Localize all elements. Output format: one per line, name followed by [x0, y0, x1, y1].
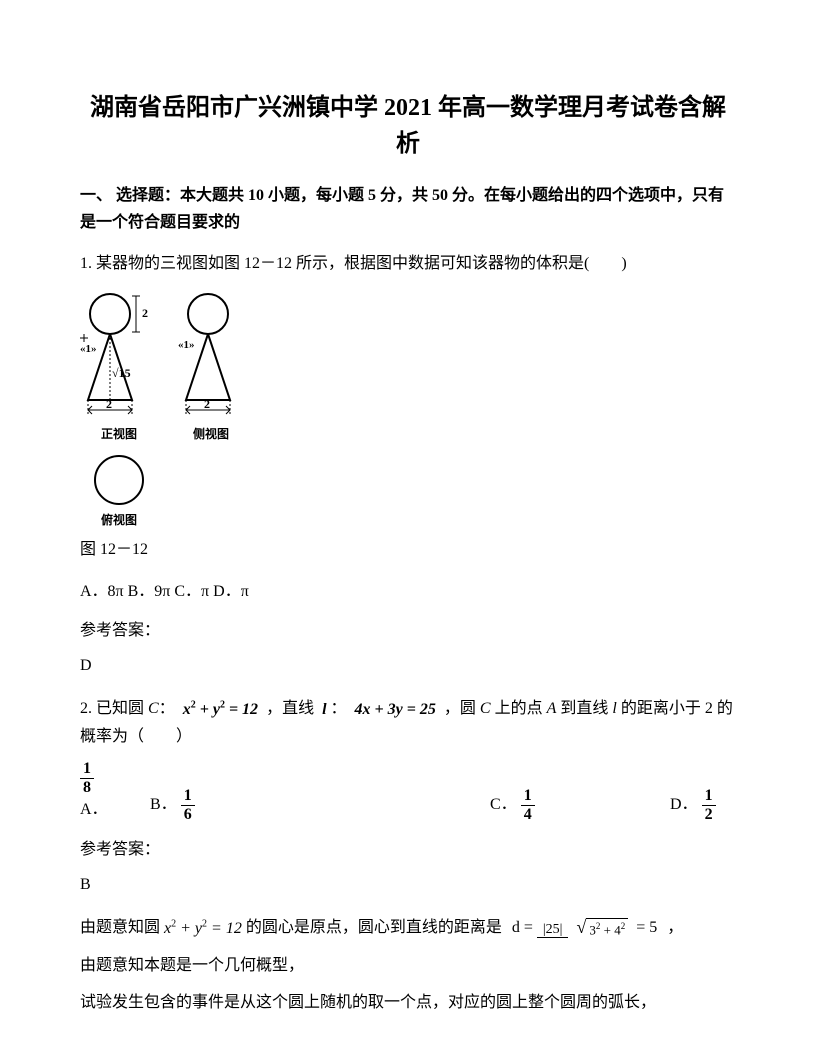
side-view-svg: «1» 2 — [176, 292, 246, 422]
q2-opt-a-label: A． — [80, 801, 108, 818]
q2-option-a: 18 A． — [80, 760, 150, 823]
front-view-svg: 2 «1» √15 2 — [80, 292, 158, 422]
q2-colon1: ： — [159, 700, 175, 717]
section-1-heading: 一、 选择题：本大题共 10 小题，每小题 5 分，共 50 分。在每小题给出的… — [80, 182, 736, 236]
q1-answer-label: 参考答案： — [80, 617, 736, 644]
q2-option-b: B． 16 — [150, 787, 490, 823]
q2-answer: B — [80, 871, 736, 898]
q2-line-eq: 4x + 3y = 25 — [355, 696, 436, 723]
q2-opt-d-label: D． — [670, 796, 698, 813]
q2-circle-eq: x2 + y2 = 12 — [183, 696, 258, 723]
dist-eq: = 5 — [636, 919, 657, 936]
q2-a: A — [547, 700, 557, 717]
q2-expl-1: 由题意知圆x2 + y2 = 12的圆心是原点，圆心到直线的距离是 d = |2… — [80, 914, 736, 942]
top-view-caption: 俯视图 — [101, 510, 137, 530]
q1-text: 1. 某器物的三视图如图 12－12 所示，根据图中数据可知该器物的体积是( ) — [80, 250, 736, 277]
q2-answer-label: 参考答案： — [80, 836, 736, 863]
q1-figure: 2 «1» √15 2 正视图 — [80, 292, 736, 531]
q2-mid1: ，直线 — [266, 700, 314, 717]
front-view-caption: 正视图 — [101, 424, 137, 444]
side-view-col: «1» 2 侧视图 — [176, 292, 246, 444]
q2-prefix: 2. 已知圆 — [80, 700, 148, 717]
q2-mid2: ，圆 — [444, 700, 480, 717]
front-base-label: 2 — [106, 397, 112, 411]
side-view-caption: 侧视图 — [193, 424, 229, 444]
q2-opt-c-label: C． — [490, 796, 517, 813]
q2-expl-3: 试验发生包含的事件是从这个圆上随机的取一个点，对应的圆上整个圆周的弧长， — [80, 989, 736, 1016]
q1-options: A．8π B．9π C．π D．π — [80, 578, 736, 605]
q2-option-c: C． 14 — [490, 787, 670, 823]
q2-expl-2: 由题意知本题是一个几何概型， — [80, 952, 736, 979]
q2-expl1-c: ， — [667, 919, 683, 936]
front-view-col: 2 «1» √15 2 正视图 — [80, 292, 158, 531]
svg-text:«1»: «1» — [178, 339, 195, 351]
q2-opt-b-label: B． — [150, 796, 177, 813]
q2-colon2: ： — [331, 700, 347, 717]
dist-top: |25| — [537, 922, 569, 938]
distance-expr: d = |25| √32 + 42 = 5 — [512, 914, 657, 942]
q2-text: 2. 已知圆 C： x2 + y2 = 12 ，直线 l ： 4x + 3y =… — [80, 695, 736, 750]
q2-l: l — [322, 696, 326, 723]
q2-c2: C — [480, 700, 491, 717]
front-circle-label: 2 — [142, 306, 148, 320]
q2-options: 18 A． B． 16 C． 14 D． 12 — [80, 760, 736, 823]
front-height-label: √15 — [112, 366, 131, 380]
top-view-svg — [91, 452, 147, 508]
side-base-label: 2 — [204, 397, 210, 411]
q2-expl1-eq: x2 + y2 = 12 — [164, 915, 242, 942]
q2-mid4: 到直线 — [556, 700, 612, 717]
q2-expl1-b: 的圆心是原点，圆心到直线的距离是 — [246, 919, 502, 936]
q2-mid3: 上的点 — [491, 700, 547, 717]
q1-answer: D — [80, 652, 736, 679]
q1-figure-label: 图 12－12 — [80, 536, 736, 563]
svg-text:«1»: «1» — [80, 343, 97, 355]
page-title: 湖南省岳阳市广兴洲镇中学 2021 年高一数学理月考试卷含解析 — [80, 90, 736, 162]
q2-expl1-a: 由题意知圆 — [80, 919, 160, 936]
q2-c: C — [148, 700, 159, 717]
q2-option-d: D． 12 — [670, 787, 716, 823]
